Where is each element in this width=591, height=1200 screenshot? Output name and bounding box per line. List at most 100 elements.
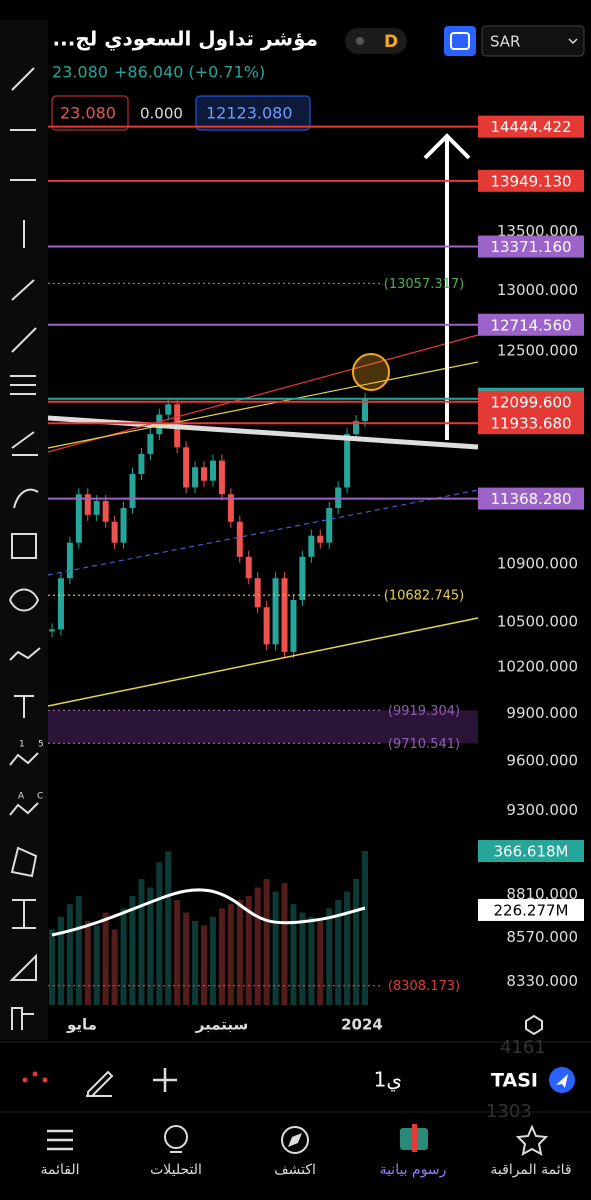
volume-bar — [75, 895, 82, 1005]
tool-icon — [14, 695, 34, 718]
level-box — [478, 235, 584, 258]
trend-line — [47, 489, 479, 576]
candle — [183, 447, 190, 488]
y-tick-label: 10500.000 — [497, 612, 578, 630]
level-label: (9710.541) — [388, 737, 460, 752]
trend-line — [47, 617, 479, 707]
y-tick-label: 9600.000 — [506, 752, 578, 770]
interval[interactable]: 1ي — [374, 1068, 402, 1093]
y-tick-label: 10900.000 — [497, 554, 578, 572]
candle — [201, 467, 208, 481]
y-tick-label: 9300.000 — [506, 801, 578, 819]
volume-bar — [93, 925, 100, 1005]
box-a — [51, 95, 129, 131]
volume-bar — [299, 912, 306, 1005]
nav-label[interactable]: القائمة — [41, 1162, 80, 1178]
nav-label[interactable]: قائمة المراقبة — [490, 1162, 571, 1178]
candle — [49, 629, 55, 632]
volume-ma — [51, 888, 366, 937]
plus-icon[interactable] — [153, 1068, 177, 1092]
candle — [75, 494, 82, 543]
nav-label[interactable]: التحليلات — [150, 1162, 202, 1178]
level-label: (13057.317) — [384, 277, 464, 292]
tool-label: A — [18, 792, 25, 802]
candle — [326, 507, 333, 543]
candle — [138, 453, 145, 474]
y-tick-label: 13000.000 — [497, 281, 578, 299]
y-tick-label: 9900.000 — [506, 704, 578, 722]
box-c — [195, 95, 311, 131]
ideas-icon[interactable] — [164, 1125, 188, 1149]
candle — [281, 578, 288, 652]
volume-bar — [138, 879, 145, 1005]
volume-bar — [326, 908, 333, 1005]
volume-label: 226.277M — [494, 901, 569, 919]
ribbon — [412, 1124, 417, 1152]
level-box — [478, 169, 584, 192]
chart: 13500.00013000.00012500.00010900.0001050… — [47, 115, 584, 1036]
level-label: (10682.745) — [384, 589, 464, 604]
volume-bar — [49, 929, 55, 1005]
watchlist-icon[interactable] — [515, 1124, 549, 1156]
toolbar — [0, 20, 48, 1040]
volume-bar — [353, 879, 360, 1005]
candle — [66, 542, 73, 579]
candle — [192, 467, 199, 488]
trend-line — [47, 361, 479, 449]
y-tick-label: 10200.000 — [497, 658, 578, 676]
candle — [290, 599, 297, 652]
timeframe-pill[interactable] — [345, 28, 407, 54]
candle — [263, 607, 270, 645]
box-c-text: 12123.080 — [206, 104, 293, 123]
menu-icon[interactable] — [47, 1129, 73, 1151]
symbol[interactable]: TASI — [491, 1070, 538, 1092]
tool-icon — [11, 327, 37, 353]
candle — [254, 578, 261, 608]
candle — [245, 556, 252, 579]
level-label: 12099.600 — [490, 393, 571, 411]
target-arrow — [423, 133, 471, 440]
fullscreen-button[interactable] — [444, 26, 476, 56]
pen-icon[interactable] — [86, 1070, 114, 1097]
currency-select[interactable] — [481, 25, 585, 57]
volume-box — [478, 840, 584, 863]
level-label: 12714.560 — [490, 316, 571, 334]
x-tick-label: مايو — [66, 1016, 97, 1034]
volume-bar — [201, 925, 208, 1005]
level-box — [478, 313, 584, 336]
x-tick-label: 2024 — [341, 1016, 383, 1034]
explore-icon[interactable] — [281, 1126, 309, 1154]
candle — [344, 434, 351, 488]
y-tick-label: 8570.000 — [506, 928, 578, 946]
tool-icon — [9, 752, 39, 766]
level-label: 13371.160 — [490, 238, 571, 256]
level-label: 13949.130 — [490, 172, 571, 190]
nav-label[interactable]: رسوم بيانية — [380, 1162, 447, 1178]
tool-icon — [11, 67, 35, 91]
dot[interactable] — [22, 1077, 28, 1083]
level-label: 11933.680 — [490, 415, 571, 433]
volume-bar — [57, 916, 64, 1005]
y-tick-label: 8330.000 — [506, 972, 578, 990]
tool-icon — [9, 588, 40, 612]
timeframe[interactable]: D — [384, 32, 398, 52]
volume-bar — [308, 916, 315, 1005]
tool-label: C — [37, 792, 43, 802]
candle — [147, 434, 154, 454]
tool-icon — [11, 533, 37, 559]
volume-bar — [317, 921, 324, 1005]
dot — [42, 1077, 48, 1083]
tool-icon — [13, 488, 39, 509]
candle — [317, 535, 324, 543]
candle — [165, 404, 172, 415]
box-a-text: 23.080 — [60, 104, 116, 123]
level-box — [478, 390, 584, 413]
nav-label[interactable]: اكتشف — [274, 1162, 316, 1178]
volume-label: 366.618M — [494, 843, 569, 861]
volume-bar — [263, 879, 270, 1005]
last-price: 23.080 — [52, 63, 108, 82]
compass — [288, 1133, 302, 1147]
tool-icon — [9, 647, 41, 661]
arrow-icon — [556, 1074, 568, 1088]
